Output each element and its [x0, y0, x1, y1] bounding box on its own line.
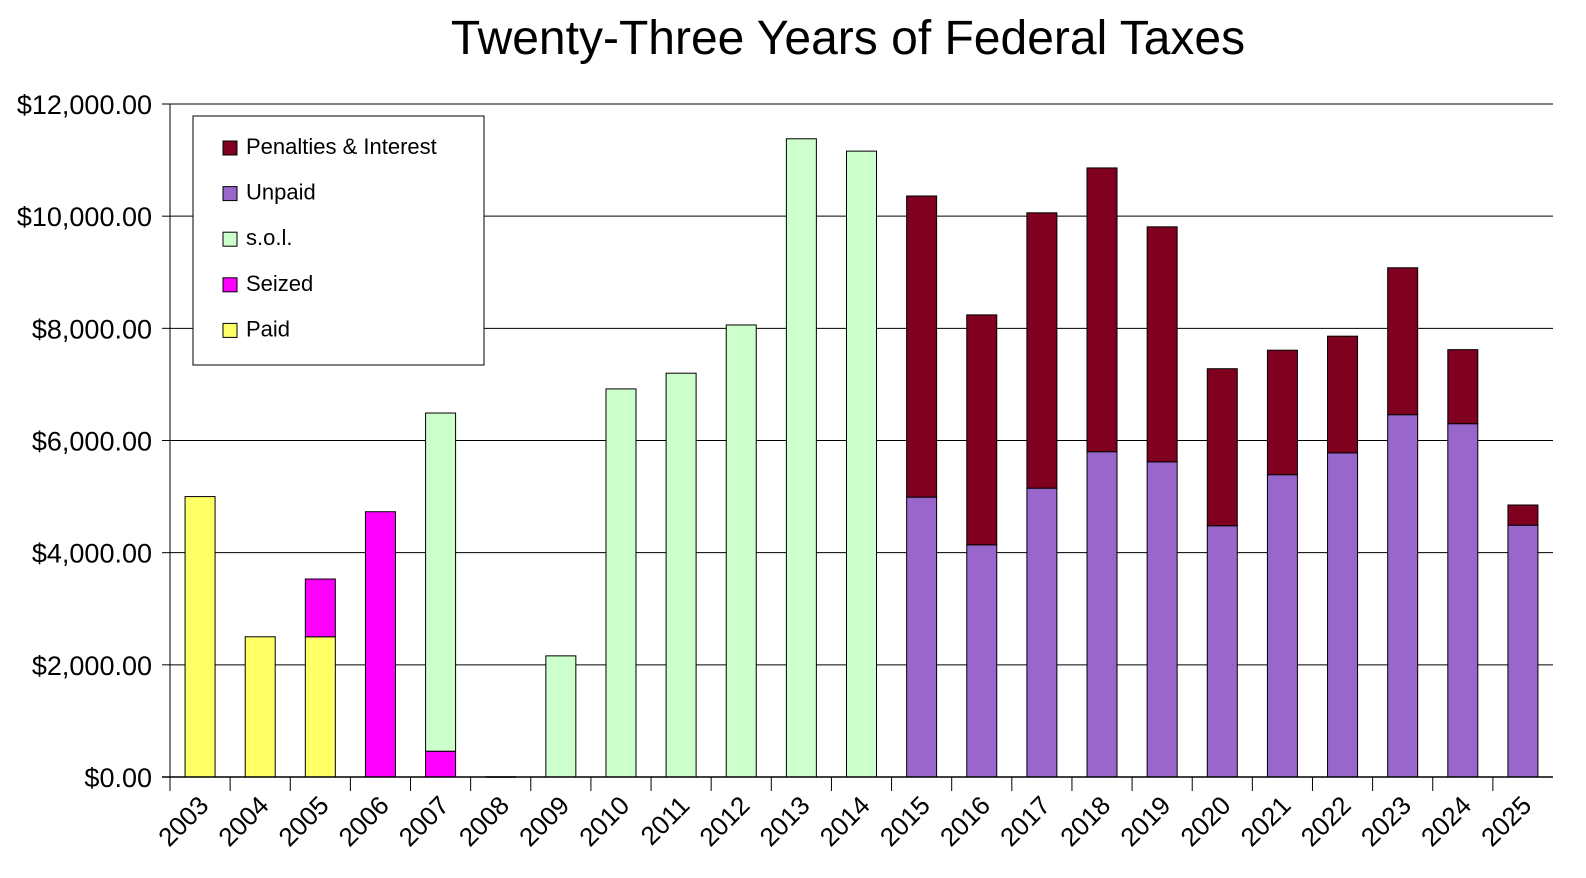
bar-segment-unpaid	[1026, 487, 1058, 778]
x-tick-label: 2021	[1235, 790, 1297, 852]
bars	[184, 138, 1539, 778]
x-tick-label: 2007	[393, 790, 455, 852]
bar-segment-unpaid	[906, 496, 938, 778]
x-tick-label: 2020	[1174, 790, 1236, 852]
x-tick-label: 2010	[573, 790, 635, 852]
y-tick-label: $6,000.00	[32, 427, 152, 457]
bar-segment-s-o-l-	[725, 324, 757, 778]
chart-title: Twenty-Three Years of Federal Taxes	[451, 12, 1245, 65]
bar-segment-penalties-interest	[1266, 349, 1298, 476]
x-tick-label: 2004	[212, 790, 274, 852]
x-tick-label: 2025	[1475, 790, 1537, 852]
x-tick-label: 2018	[1054, 790, 1116, 852]
legend: Penalties & Interest Unpaid s.o.l. Seized Pa…	[192, 115, 485, 366]
bar-segment-penalties-interest	[1507, 504, 1539, 526]
legend-swatch	[222, 186, 238, 202]
bar-segment-penalties-interest	[1206, 368, 1238, 527]
x-tick-label: 2015	[874, 790, 936, 852]
legend-label: s.o.l.	[246, 225, 292, 250]
x-tick-label: 2003	[152, 790, 214, 852]
bar-segment-unpaid	[1507, 524, 1539, 778]
bar-segment-s-o-l-	[846, 150, 877, 778]
bar-segment-seized	[425, 750, 457, 778]
x-tick-label: 2017	[994, 790, 1056, 852]
y-tick-label: $4,000.00	[32, 539, 152, 569]
legend-label: Penalties & Interest	[246, 134, 437, 159]
bar-segment-paid	[184, 496, 216, 778]
x-tick-label: 2006	[333, 790, 395, 852]
legend-box	[192, 115, 485, 366]
bar-segment-s-o-l-	[785, 138, 817, 778]
x-tick-label: 2008	[453, 790, 515, 852]
x-tick-label: 2024	[1415, 790, 1477, 852]
bar-segment-penalties-interest	[906, 195, 938, 498]
legend-label: Paid	[246, 316, 290, 341]
bar-segment-s-o-l-	[545, 655, 577, 778]
legend-swatch	[222, 322, 238, 338]
x-tick-label: 2016	[934, 790, 996, 852]
bar-segment-s-o-l-	[665, 372, 697, 778]
bar-segment-unpaid	[1387, 414, 1419, 778]
x-tick-label: 2013	[753, 790, 815, 852]
bar-segment-s-o-l-	[605, 388, 637, 778]
bar-segment-unpaid	[1447, 423, 1479, 778]
x-tick-label: 2022	[1295, 790, 1357, 852]
y-tick-label: $12,000.00	[17, 90, 152, 120]
bar-segment-seized	[364, 511, 396, 778]
bar-segment-penalties-interest	[1327, 335, 1359, 454]
bar-segment-unpaid	[1146, 461, 1178, 778]
bar-segment-paid	[304, 636, 336, 778]
x-tick-label: 2012	[693, 790, 755, 852]
bar-segment-paid	[244, 636, 276, 778]
y-tick-label: $2,000.00	[32, 651, 152, 681]
bar-segment-s-o-l-	[425, 412, 457, 752]
bar-segment-unpaid	[1086, 451, 1118, 778]
bar-segment-seized	[304, 578, 336, 638]
bar-segment-unpaid	[1266, 474, 1298, 778]
bar-segment-penalties-interest	[1387, 267, 1419, 416]
legend-swatch	[222, 140, 238, 156]
x-tick-label: 2023	[1355, 790, 1417, 852]
x-tick-label: 2011	[635, 790, 696, 851]
bar-segment-unpaid	[1327, 452, 1359, 778]
bar-segment-penalties-interest	[1026, 212, 1058, 489]
bar-segment-penalties-interest	[1146, 226, 1178, 463]
bar-segment-unpaid	[966, 544, 998, 778]
legend-swatch	[222, 231, 238, 247]
bar-segment-unpaid	[1206, 525, 1238, 778]
bar-segment-penalties-interest	[1447, 349, 1479, 425]
bar-segment-penalties-interest	[966, 314, 998, 546]
x-tick-label: 2005	[272, 790, 334, 852]
y-tick-label: $0.00	[84, 763, 152, 793]
y-tick-label: $8,000.00	[32, 314, 152, 344]
legend-label: Unpaid	[246, 180, 316, 205]
x-tick-label: 2009	[513, 790, 575, 852]
legend-label: Seized	[246, 271, 313, 296]
x-tick-label: 2019	[1114, 790, 1176, 852]
legend-swatch	[222, 277, 238, 293]
x-tick-label: 2014	[814, 790, 876, 852]
y-tick-label: $10,000.00	[17, 202, 152, 232]
bar-segment-penalties-interest	[1086, 167, 1118, 453]
